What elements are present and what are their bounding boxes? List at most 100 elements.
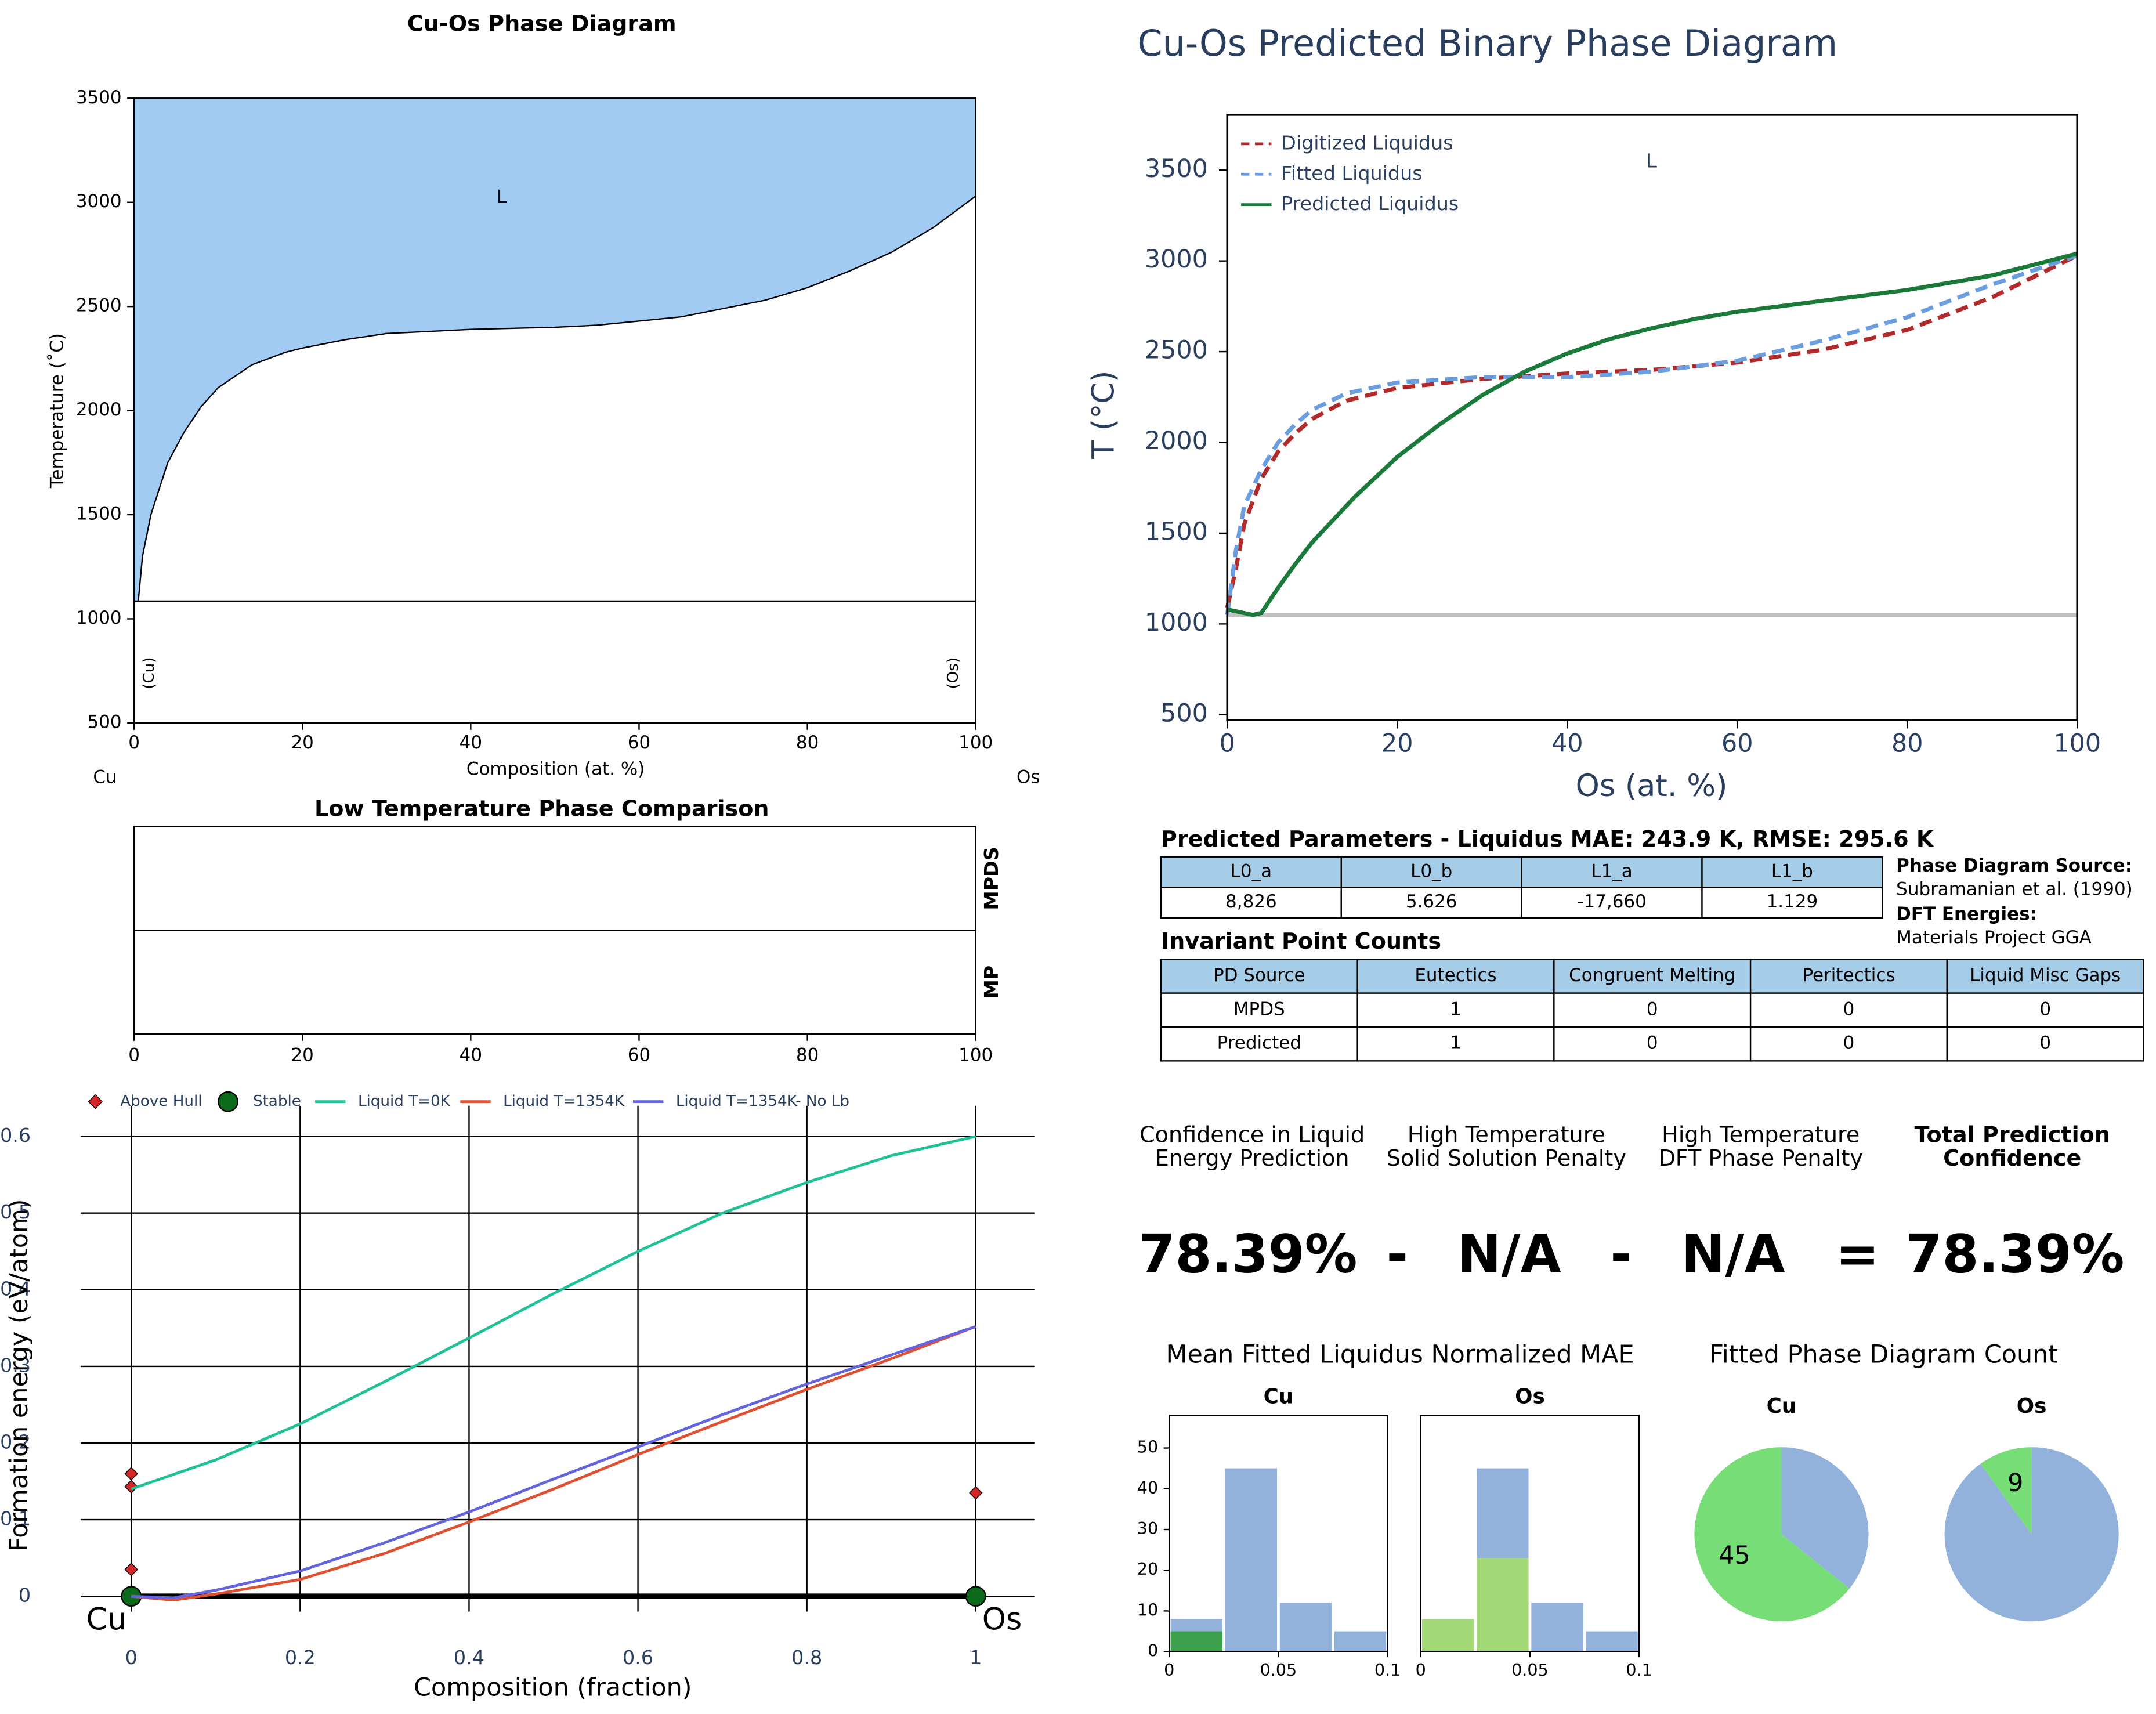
- liquid-region: [134, 98, 976, 601]
- y-axis-label: T (°C): [1086, 371, 1122, 460]
- confidence-header: Confidence in Liquid: [1140, 1122, 1365, 1148]
- section-title: Mean Fitted Liquidus Normalized MAE: [1166, 1340, 1634, 1369]
- chart-title: Cu: [1767, 1394, 1797, 1418]
- header-text: L1_b: [1771, 861, 1813, 882]
- table-cell: [1356, 1026, 1555, 1062]
- source-value: Materials Project GGA: [1896, 927, 2092, 948]
- pie-value-label: 45: [1719, 1541, 1750, 1570]
- legend-label: Digitized Liquidus: [1281, 131, 1453, 154]
- confidence-header: High Temperature: [1408, 1122, 1605, 1148]
- histogram-bar: [1225, 1468, 1278, 1652]
- confidence-value: 78.39%: [1139, 1224, 1358, 1285]
- y-tick-label: 0.6: [0, 1124, 31, 1147]
- confidence-value: N/A: [1681, 1224, 1785, 1285]
- x-tick-label: 80: [1891, 729, 1923, 758]
- y-tick-label: 40: [1137, 1478, 1158, 1498]
- x-tick-label: 60: [628, 732, 650, 753]
- x-tick-label: 60: [628, 1045, 650, 1066]
- legend-label: Liquid T=1354K: [503, 1093, 625, 1110]
- above-hull-point: [124, 1467, 138, 1481]
- y-tick-label: 0: [19, 1584, 31, 1607]
- x-tick-label: 80: [796, 732, 819, 753]
- legend-swatch: [218, 1091, 238, 1112]
- y-tick-label: 3500: [76, 87, 122, 108]
- y-tick-label: 30: [1137, 1518, 1158, 1538]
- header-cell: [1553, 959, 1752, 994]
- x-tick-label: 20: [291, 732, 313, 753]
- end-label: Os: [1016, 767, 1040, 788]
- y-tick-label: 2500: [1145, 336, 1208, 365]
- energy-line: [131, 1135, 976, 1491]
- header-cell: [1160, 856, 1342, 888]
- liquidus-line: [138, 195, 976, 602]
- header-text: Eutectics: [1415, 965, 1496, 986]
- chart-title: Cu-Os Phase Diagram: [407, 11, 677, 37]
- cell-text: 0: [1647, 999, 1658, 1019]
- y-tick-label: 50: [1137, 1437, 1158, 1457]
- confidence-value: N/A: [1457, 1224, 1561, 1285]
- source-value: Subramanian et al. (1990): [1896, 879, 2133, 900]
- x-tick-label: 0.6: [623, 1646, 653, 1669]
- x-tick-label: 0.4: [454, 1646, 484, 1669]
- x-tick-label: 0.05: [1260, 1660, 1297, 1680]
- end-label: Cu: [93, 767, 117, 788]
- x-tick-label: 60: [1721, 729, 1753, 758]
- chart-title: Os: [2017, 1394, 2047, 1418]
- chart-title: Cu-Os Predicted Binary Phase Diagram: [1137, 23, 1837, 64]
- histogram-bar: [1422, 1619, 1474, 1652]
- x-tick-label: 0: [1416, 1660, 1426, 1680]
- energy-line: [131, 1325, 976, 1600]
- x-tick-label: 0: [1220, 729, 1235, 758]
- x-axis-label: Os (at. %): [1576, 768, 1728, 804]
- legend-label: Stable: [253, 1093, 301, 1110]
- y-tick-label: 1500: [76, 504, 122, 525]
- legend-label: Liquid T=1354K- No Lb: [676, 1093, 849, 1110]
- cell-text: 1: [1450, 999, 1462, 1019]
- table-cell: [1553, 992, 1752, 1028]
- y-tick-label: 0: [1148, 1641, 1158, 1661]
- table-title: Predicted Parameters - Liquidus MAE: 243…: [1161, 826, 1934, 852]
- cell-text: 0: [2039, 999, 2051, 1019]
- above-hull-point: [124, 1563, 138, 1576]
- confidence-header: Confidence: [1943, 1145, 2081, 1171]
- phase-label: L: [497, 186, 507, 207]
- y-tick-label: 2000: [76, 399, 122, 420]
- chart-title: Os: [1515, 1384, 1545, 1408]
- x-tick-label: 1: [970, 1646, 982, 1669]
- header-text: Liquid Misc Gaps: [1970, 965, 2121, 986]
- x-tick-label: 40: [1551, 729, 1583, 758]
- x-tick-label: 0: [1164, 1660, 1174, 1680]
- legend-label: Above Hull: [120, 1093, 202, 1110]
- table-cell: [1553, 1026, 1752, 1062]
- row-label: MP: [980, 966, 1003, 999]
- cell-text: Predicted: [1217, 1033, 1301, 1054]
- x-tick-label: 0.8: [791, 1646, 822, 1669]
- histogram-bar: [1279, 1603, 1332, 1652]
- histogram-bar: [1170, 1631, 1222, 1652]
- header-text: L0_b: [1410, 861, 1452, 882]
- y-tick-label: 2000: [1145, 426, 1208, 455]
- cell-text: MPDS: [1233, 999, 1285, 1019]
- y-tick-label: 500: [88, 711, 122, 732]
- header-text: Congruent Melting: [1569, 965, 1735, 986]
- header-text: L1_a: [1591, 861, 1632, 882]
- x-tick-label: 0: [125, 1646, 138, 1669]
- x-tick-label: 100: [958, 1045, 993, 1066]
- confidence-header: Total Prediction: [1915, 1122, 2110, 1148]
- energy-line: [131, 1325, 976, 1602]
- table-cell: [1749, 1026, 1948, 1062]
- cell-text: 8,826: [1225, 891, 1277, 912]
- x-tick-label: 0.1: [1626, 1660, 1652, 1680]
- plot-frame: [1420, 1415, 1640, 1652]
- y-axis-label: Temperature (˚C): [47, 333, 68, 489]
- confidence-operator: -: [1386, 1224, 1408, 1285]
- pie-slice: [1944, 1447, 2119, 1622]
- table-cell: [1946, 992, 2144, 1028]
- cell-text: 1: [1450, 1033, 1462, 1054]
- cell-text: 0: [1647, 1033, 1658, 1054]
- y-tick-label: 1000: [76, 608, 122, 628]
- y-tick-label: 3500: [1145, 154, 1208, 183]
- row-label: MPDS: [980, 847, 1003, 910]
- x-tick-label: 0.2: [285, 1646, 316, 1669]
